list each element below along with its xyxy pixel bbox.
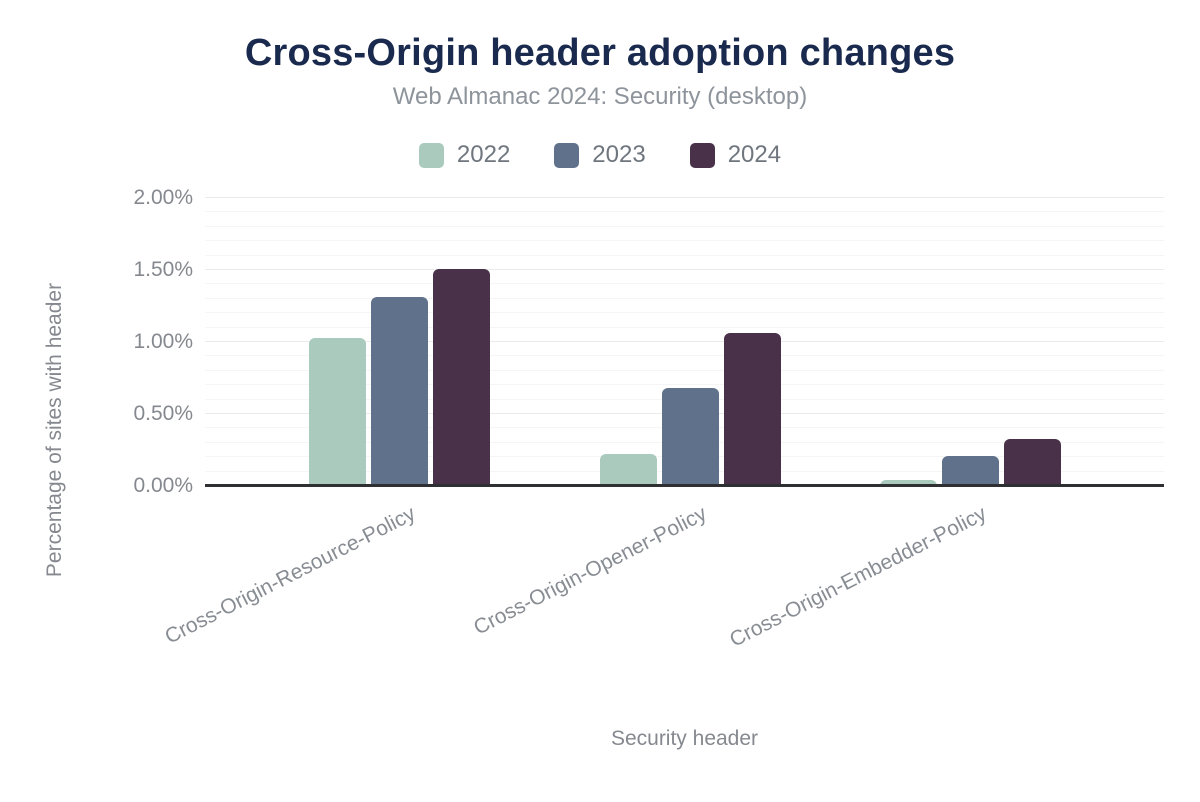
gridline-major — [205, 341, 1164, 342]
gridline-minor — [205, 384, 1164, 386]
x-category-label-text: Cross-Origin-Embedder-Policy — [726, 502, 991, 652]
legend-item-2022[interactable]: 2022 — [418, 141, 511, 169]
gridline-minor — [205, 240, 1164, 242]
gridline-minor — [205, 355, 1164, 357]
bar-cross-origin-resource-policy-2022[interactable] — [308, 337, 366, 486]
y-tick-label: 0.50% — [133, 402, 193, 425]
x-axis-line — [205, 484, 1164, 487]
y-tick-label: 0.00% — [133, 474, 193, 497]
bar-cross-origin-opener-policy-2022[interactable] — [599, 454, 657, 486]
legend: 2022 2023 2024 — [0, 141, 1200, 169]
bar-group-cross-origin-opener-policy — [599, 333, 781, 486]
y-tick-label: 2.00% — [133, 186, 193, 209]
y-tick-label: 1.00% — [133, 330, 193, 353]
bar-group-cross-origin-resource-policy — [308, 268, 490, 486]
legend-item-2024[interactable]: 2024 — [689, 141, 782, 169]
legend-label: 2023 — [592, 141, 646, 168]
gridline-minor — [205, 254, 1164, 256]
bar-cross-origin-embedder-policy-2024[interactable] — [1003, 438, 1061, 486]
bar-cross-origin-resource-policy-2023[interactable] — [370, 297, 428, 486]
legend-swatch-icon — [554, 142, 580, 168]
legend-label: 2024 — [727, 141, 782, 168]
bar-cross-origin-opener-policy-2024[interactable] — [723, 333, 781, 486]
chart-subtitle: Web Almanac 2024: Security (desktop) — [392, 83, 808, 110]
gridline-minor — [205, 225, 1164, 227]
gridline-minor — [205, 369, 1164, 371]
gridline-minor — [205, 297, 1164, 299]
y-tick-label: 1.50% — [133, 258, 193, 281]
x-category-label-text: Cross-Origin-Opener-Policy — [470, 502, 711, 640]
bar-cross-origin-embedder-policy-2023[interactable] — [941, 455, 999, 486]
gridline-minor — [205, 211, 1164, 213]
gridline-minor — [205, 283, 1164, 285]
x-axis-title: Security header — [610, 727, 759, 750]
bar-cross-origin-resource-policy-2024[interactable] — [432, 268, 490, 486]
bar-group-cross-origin-embedder-policy — [879, 438, 1061, 486]
bar-cross-origin-embedder-policy-2022[interactable] — [879, 480, 937, 486]
legend-swatch-icon — [689, 142, 715, 168]
gridline-minor — [205, 312, 1164, 314]
gridline-major — [205, 197, 1164, 198]
y-axis-title-text: Percentage of sites with header — [43, 282, 66, 578]
legend-swatch-icon — [418, 142, 444, 168]
chart-title: Cross-Origin header adoption changes — [244, 32, 956, 74]
x-category-label-text: Cross-Origin-Resource-Policy — [161, 502, 420, 649]
bar-cross-origin-opener-policy-2023[interactable] — [661, 388, 719, 486]
legend-item-2023[interactable]: 2023 — [554, 141, 646, 169]
legend-label: 2022 — [456, 141, 511, 168]
gridline-major — [205, 269, 1164, 270]
plot-area — [205, 197, 1164, 487]
gridline-minor — [205, 326, 1164, 328]
